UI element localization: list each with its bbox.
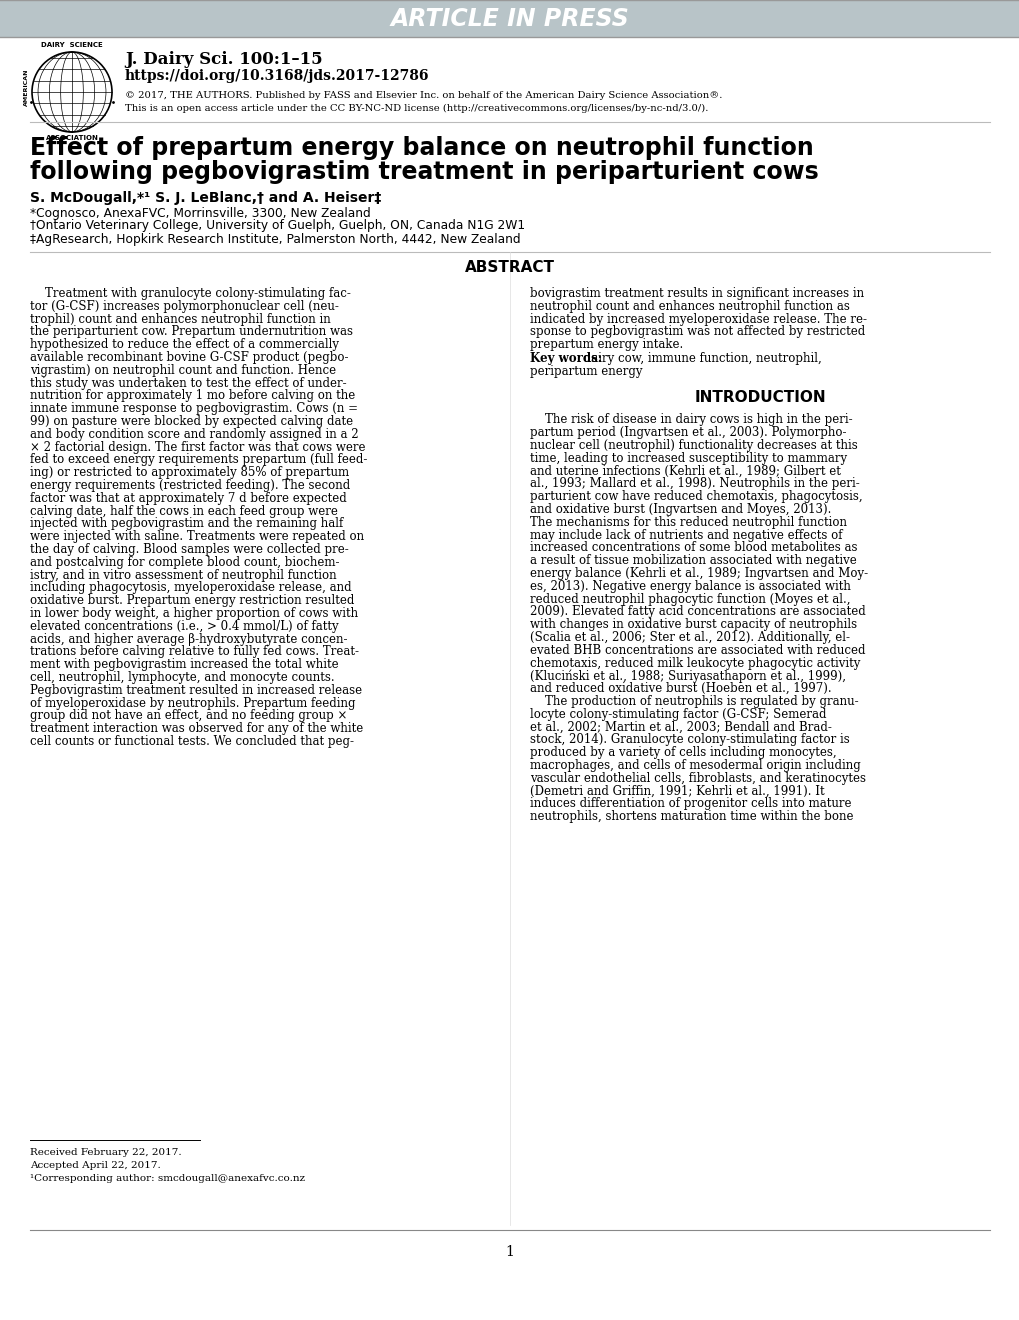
Text: ARTICLE IN PRESS: ARTICLE IN PRESS bbox=[390, 7, 629, 30]
Text: 1: 1 bbox=[505, 1245, 514, 1259]
Text: DAIRY  SCIENCE: DAIRY SCIENCE bbox=[41, 42, 103, 48]
Text: factor was that at approximately 7 d before expected: factor was that at approximately 7 d bef… bbox=[30, 492, 346, 504]
Text: †Ontario Veterinary College, University of Guelph, Guelph, ON, Canada N1G 2W1: †Ontario Veterinary College, University … bbox=[30, 219, 525, 232]
Text: et al., 2002; Martin et al., 2003; Bendall and Brad-: et al., 2002; Martin et al., 2003; Benda… bbox=[530, 721, 832, 734]
Text: *Cognosco, AnexaFVC, Morrinsville, 3300, New Zealand: *Cognosco, AnexaFVC, Morrinsville, 3300,… bbox=[30, 206, 370, 219]
Text: macrophages, and cells of mesodermal origin including: macrophages, and cells of mesodermal ori… bbox=[530, 759, 860, 772]
Text: al., 1993; Mallard et al., 1998). Neutrophils in the peri-: al., 1993; Mallard et al., 1998). Neutro… bbox=[530, 478, 859, 491]
Text: Accepted April 22, 2017.: Accepted April 22, 2017. bbox=[30, 1162, 161, 1170]
Text: Pegbovigrastim treatment resulted in increased release: Pegbovigrastim treatment resulted in inc… bbox=[30, 684, 362, 697]
Text: and body condition score and randomly assigned in a 2: and body condition score and randomly as… bbox=[30, 428, 359, 441]
Text: and uterine infections (Kehrli et al., 1989; Gilbert et: and uterine infections (Kehrli et al., 1… bbox=[530, 465, 840, 478]
Text: tor (G-CSF) increases polymorphonuclear cell (neu-: tor (G-CSF) increases polymorphonuclear … bbox=[30, 300, 338, 313]
Text: trations before calving relative to fully fed cows. Treat-: trations before calving relative to full… bbox=[30, 645, 359, 659]
Text: a result of tissue mobilization associated with negative: a result of tissue mobilization associat… bbox=[530, 554, 856, 568]
Text: (Demetri and Griffin, 1991; Kehrli et al., 1991). It: (Demetri and Griffin, 1991; Kehrli et al… bbox=[530, 784, 823, 797]
Text: 99) on pasture were blocked by expected calving date: 99) on pasture were blocked by expected … bbox=[30, 414, 353, 428]
Text: (Scalia et al., 2006; Ster et al., 2012). Additionally, el-: (Scalia et al., 2006; Ster et al., 2012)… bbox=[530, 631, 849, 644]
Text: indicated by increased myeloperoxidase release. The re-: indicated by increased myeloperoxidase r… bbox=[530, 313, 866, 326]
Text: fed to exceed energy requirements prepartum (full feed-: fed to exceed energy requirements prepar… bbox=[30, 453, 367, 466]
Text: chemotaxis, reduced milk leukocyte phagocytic activity: chemotaxis, reduced milk leukocyte phago… bbox=[530, 656, 860, 669]
Text: this study was undertaken to test the effect of under-: this study was undertaken to test the ef… bbox=[30, 376, 346, 389]
Text: including phagocytosis, myeloperoxidase release, and: including phagocytosis, myeloperoxidase … bbox=[30, 581, 352, 594]
Text: energy requirements (restricted feeding). The second: energy requirements (restricted feeding)… bbox=[30, 479, 350, 492]
Text: parturient cow have reduced chemotaxis, phagocytosis,: parturient cow have reduced chemotaxis, … bbox=[530, 490, 862, 503]
Text: vascular endothelial cells, fibroblasts, and keratinocytes: vascular endothelial cells, fibroblasts,… bbox=[530, 772, 865, 785]
Text: innate immune response to pegbovigrastim. Cows (n =: innate immune response to pegbovigrastim… bbox=[30, 403, 358, 416]
Text: produced by a variety of cells including monocytes,: produced by a variety of cells including… bbox=[530, 746, 836, 759]
Text: Key words:: Key words: bbox=[530, 352, 601, 366]
Text: S. McDougall,*¹ S. J. LeBlanc,† and A. Heiser‡: S. McDougall,*¹ S. J. LeBlanc,† and A. H… bbox=[30, 191, 381, 205]
Text: neutrophil count and enhances neutrophil function as: neutrophil count and enhances neutrophil… bbox=[530, 300, 849, 313]
Text: increased concentrations of some blood metabolites as: increased concentrations of some blood m… bbox=[530, 541, 857, 554]
Text: elevated concentrations (i.e., > 0.4 mmol/L) of fatty: elevated concentrations (i.e., > 0.4 mmo… bbox=[30, 620, 338, 632]
Text: partum period (Ingvartsen et al., 2003). Polymorpho-: partum period (Ingvartsen et al., 2003).… bbox=[530, 426, 846, 440]
Text: the periparturient cow. Prepartum undernutrition was: the periparturient cow. Prepartum undern… bbox=[30, 326, 353, 338]
Text: The risk of disease in dairy cows is high in the peri-: The risk of disease in dairy cows is hig… bbox=[530, 413, 852, 426]
Text: injected with pegbovigrastim and the remaining half: injected with pegbovigrastim and the rem… bbox=[30, 517, 343, 531]
Text: were injected with saline. Treatments were repeated on: were injected with saline. Treatments we… bbox=[30, 531, 364, 544]
Text: reduced neutrophil phagocytic function (Moyes et al.,: reduced neutrophil phagocytic function (… bbox=[530, 593, 850, 606]
Text: (Kluciński et al., 1988; Suriyasathaporn et al., 1999),: (Kluciński et al., 1988; Suriyasathapor… bbox=[530, 669, 845, 682]
Text: oxidative burst. Prepartum energy restriction resulted: oxidative burst. Prepartum energy restri… bbox=[30, 594, 354, 607]
Text: may include lack of nutrients and negative effects of: may include lack of nutrients and negati… bbox=[530, 528, 842, 541]
Text: evated BHB concentrations are associated with reduced: evated BHB concentrations are associated… bbox=[530, 644, 865, 657]
Text: AMERICAN: AMERICAN bbox=[24, 69, 29, 106]
Text: vigrastim) on neutrophil count and function. Hence: vigrastim) on neutrophil count and funct… bbox=[30, 364, 336, 376]
Text: locyte colony-stimulating factor (G-CSF; Semerad: locyte colony-stimulating factor (G-CSF;… bbox=[530, 708, 825, 721]
Text: sponse to pegbovigrastim was not affected by restricted: sponse to pegbovigrastim was not affecte… bbox=[530, 326, 864, 338]
Text: and oxidative burst (Ingvartsen and Moyes, 2013).: and oxidative burst (Ingvartsen and Moye… bbox=[530, 503, 830, 516]
Text: nuclear cell (neutrophil) functionality decreases at this: nuclear cell (neutrophil) functionality … bbox=[530, 440, 857, 451]
Text: and postcalving for complete blood count, biochem-: and postcalving for complete blood count… bbox=[30, 556, 339, 569]
Text: J. Dairy Sci. 100:1–15: J. Dairy Sci. 100:1–15 bbox=[125, 51, 322, 69]
Text: ASSOCIATION: ASSOCIATION bbox=[46, 135, 99, 141]
Text: The mechanisms for this reduced neutrophil function: The mechanisms for this reduced neutroph… bbox=[530, 516, 846, 529]
Text: trophil) count and enhances neutrophil function in: trophil) count and enhances neutrophil f… bbox=[30, 313, 330, 326]
Text: ‡AgResearch, Hopkirk Research Institute, Palmerston North, 4442, New Zealand: ‡AgResearch, Hopkirk Research Institute,… bbox=[30, 232, 520, 246]
Text: es, 2013). Negative energy balance is associated with: es, 2013). Negative energy balance is as… bbox=[530, 579, 850, 593]
Text: Received February 22, 2017.: Received February 22, 2017. bbox=[30, 1148, 181, 1158]
Text: the day of calving. Blood samples were collected pre-: the day of calving. Blood samples were c… bbox=[30, 543, 348, 556]
Text: 2009). Elevated fatty acid concentrations are associated: 2009). Elevated fatty acid concentration… bbox=[530, 606, 865, 619]
Text: with changes in oxidative burst capacity of neutrophils: with changes in oxidative burst capacity… bbox=[530, 618, 856, 631]
Text: and reduced oxidative burst (Hoeben et al., 1997).: and reduced oxidative burst (Hoeben et a… bbox=[530, 682, 830, 696]
Text: istry, and in vitro assessment of neutrophil function: istry, and in vitro assessment of neutro… bbox=[30, 569, 336, 582]
Text: neutrophils, shortens maturation time within the bone: neutrophils, shortens maturation time wi… bbox=[530, 810, 853, 824]
Text: © 2017, THE AUTHORS. Published by FASS and Elsevier Inc. on behalf of the Americ: © 2017, THE AUTHORS. Published by FASS a… bbox=[125, 91, 721, 99]
Text: stock, 2014). Granulocyte colony-stimulating factor is: stock, 2014). Granulocyte colony-stimula… bbox=[530, 734, 849, 746]
Text: group did not have an effect, and no feeding group ×: group did not have an effect, and no fee… bbox=[30, 709, 347, 722]
Text: hypothesized to reduce the effect of a commercially: hypothesized to reduce the effect of a c… bbox=[30, 338, 338, 351]
Text: Treatment with granulocyte colony-stimulating fac-: Treatment with granulocyte colony-stimul… bbox=[30, 286, 351, 300]
Text: peripartum energy: peripartum energy bbox=[530, 364, 642, 378]
Text: ing) or restricted to approximately 85% of prepartum: ing) or restricted to approximately 85% … bbox=[30, 466, 348, 479]
Text: available recombinant bovine G-CSF product (pegbo-: available recombinant bovine G-CSF produ… bbox=[30, 351, 348, 364]
Text: This is an open access article under the CC BY-NC-ND license (http://creativecom: This is an open access article under the… bbox=[125, 103, 707, 112]
Text: prepartum energy intake.: prepartum energy intake. bbox=[530, 338, 683, 351]
Text: INTRODUCTION: INTRODUCTION bbox=[694, 391, 825, 405]
Text: The production of neutrophils is regulated by granu-: The production of neutrophils is regulat… bbox=[530, 696, 858, 708]
Text: induces differentiation of progenitor cells into mature: induces differentiation of progenitor ce… bbox=[530, 797, 851, 810]
Text: ABSTRACT: ABSTRACT bbox=[465, 260, 554, 276]
Text: time, leading to increased susceptibility to mammary: time, leading to increased susceptibilit… bbox=[530, 451, 847, 465]
Text: calving date, half the cows in each feed group were: calving date, half the cows in each feed… bbox=[30, 504, 337, 517]
Text: in lower body weight, a higher proportion of cows with: in lower body weight, a higher proportio… bbox=[30, 607, 358, 620]
Text: Effect of prepartum energy balance on neutrophil function: Effect of prepartum energy balance on ne… bbox=[30, 136, 813, 160]
Text: nutrition for approximately 1 mo before calving on the: nutrition for approximately 1 mo before … bbox=[30, 389, 355, 403]
Text: following pegbovigrastim treatment in periparturient cows: following pegbovigrastim treatment in pe… bbox=[30, 160, 818, 183]
Text: cell, neutrophil, lymphocyte, and monocyte counts.: cell, neutrophil, lymphocyte, and monocy… bbox=[30, 671, 334, 684]
Text: ¹Corresponding author: smcdougall@anexafvc.co.nz: ¹Corresponding author: smcdougall@anexaf… bbox=[30, 1173, 305, 1183]
Text: ment with pegbovigrastim increased the total white: ment with pegbovigrastim increased the t… bbox=[30, 659, 338, 671]
Text: × 2 factorial design. The first factor was that cows were: × 2 factorial design. The first factor w… bbox=[30, 441, 365, 454]
Text: energy balance (Kehrli et al., 1989; Ingvartsen and Moy-: energy balance (Kehrli et al., 1989; Ing… bbox=[530, 568, 867, 579]
Text: acids, and higher average β-hydroxybutyrate concen-: acids, and higher average β-hydroxybutyr… bbox=[30, 632, 347, 645]
Text: https://doi.org/10.3168/jds.2017-12786: https://doi.org/10.3168/jds.2017-12786 bbox=[125, 69, 429, 83]
Bar bbox=[0, 0, 1019, 37]
Text: bovigrastim treatment results in significant increases in: bovigrastim treatment results in signifi… bbox=[530, 286, 863, 300]
Text: dairy cow, immune function, neutrophil,: dairy cow, immune function, neutrophil, bbox=[580, 352, 821, 366]
Text: of myeloperoxidase by neutrophils. Prepartum feeding: of myeloperoxidase by neutrophils. Prepa… bbox=[30, 697, 356, 710]
Text: cell counts or functional tests. We concluded that peg-: cell counts or functional tests. We conc… bbox=[30, 735, 354, 748]
Text: treatment interaction was observed for any of the white: treatment interaction was observed for a… bbox=[30, 722, 363, 735]
